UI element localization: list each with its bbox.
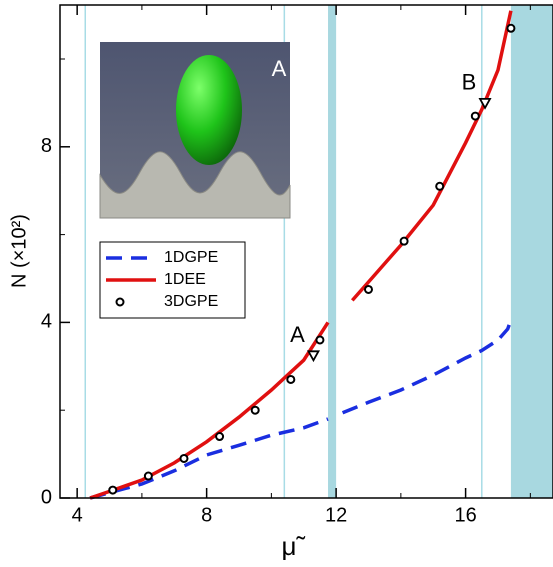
data-line — [341, 319, 513, 415]
y-tick-label: 0 — [41, 486, 52, 508]
x-tick-label: 16 — [454, 504, 476, 526]
legend: 1DGPE 1DEE 3DGPE — [99, 241, 246, 319]
shaded-region — [510, 5, 553, 498]
plot-frame — [59, 4, 553, 499]
triangle-marker — [306, 350, 320, 363]
data-point — [399, 236, 409, 246]
inset-label: A — [272, 56, 287, 81]
legend-label: 3DGPE — [164, 293, 218, 310]
legend-label: 1DEE — [164, 271, 206, 288]
x-tick-label: 8 — [201, 504, 212, 526]
marker-label: B — [462, 70, 477, 95]
data-line — [89, 417, 329, 500]
triangle-marker — [478, 97, 492, 110]
data-point — [250, 405, 260, 415]
shaded-region — [328, 5, 337, 498]
background-layer — [84, 5, 553, 498]
inset-wave — [99, 151, 291, 219]
y-axis-label: N (×10²) — [8, 214, 30, 288]
y-tick-label: 8 — [41, 135, 52, 157]
data-line — [89, 321, 330, 500]
data-point — [215, 432, 225, 442]
data-point — [179, 453, 189, 463]
legend-marker — [115, 297, 125, 307]
legend-label: 1DGPE — [164, 249, 218, 266]
y-tick-label: 4 — [41, 311, 52, 333]
data-point — [470, 111, 480, 121]
data-point — [286, 374, 296, 384]
marker-label: A — [290, 322, 305, 347]
x-tick-label: 4 — [72, 504, 83, 526]
data-point — [108, 485, 118, 495]
inset-ellipsoid — [176, 55, 242, 165]
data-point — [506, 23, 516, 33]
x-tick-label: 12 — [325, 504, 347, 526]
data-line — [350, 10, 513, 302]
data-layer: AB — [89, 10, 516, 500]
x-axis-label: μ̃ — [282, 531, 306, 561]
inset: A — [99, 42, 291, 219]
data-point — [435, 181, 445, 191]
data-point — [315, 335, 325, 345]
data-point — [363, 284, 373, 294]
data-point — [143, 471, 153, 481]
